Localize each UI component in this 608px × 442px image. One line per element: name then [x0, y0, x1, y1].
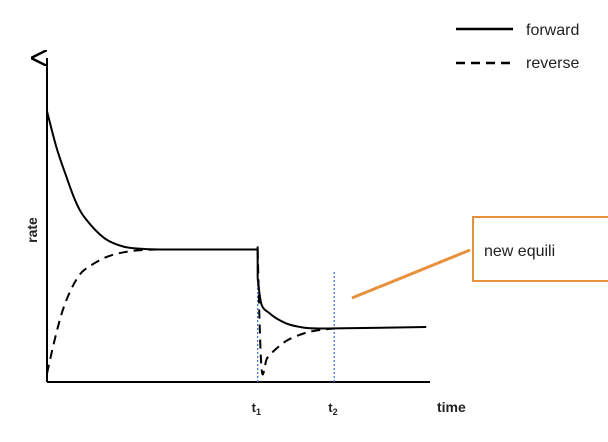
equilibrium-annotation: new equili — [351, 216, 608, 300]
legend-label-forward: forward — [526, 22, 579, 39]
series-layer — [46, 111, 427, 376]
series-forward-curve-2 — [256, 277, 427, 330]
series-reverse-curve-2 — [256, 249, 335, 376]
series-reverse-curve-1 — [46, 248, 258, 374]
legend: forward reverse — [456, 22, 579, 72]
annotation-box — [472, 216, 608, 282]
x-axis-title: time — [437, 399, 466, 415]
series-forward-curve-1 — [46, 111, 258, 251]
x-tick-label-2: t2 — [328, 400, 337, 417]
annotation-text: new equili — [484, 243, 555, 260]
x-tick-label-1: t1 — [252, 400, 261, 417]
y-axis-title: rate — [24, 217, 40, 243]
x-tick-group: t1 t2 — [252, 272, 338, 417]
legend-label-reverse: reverse — [526, 55, 579, 72]
annotation-pointer — [351, 248, 471, 300]
